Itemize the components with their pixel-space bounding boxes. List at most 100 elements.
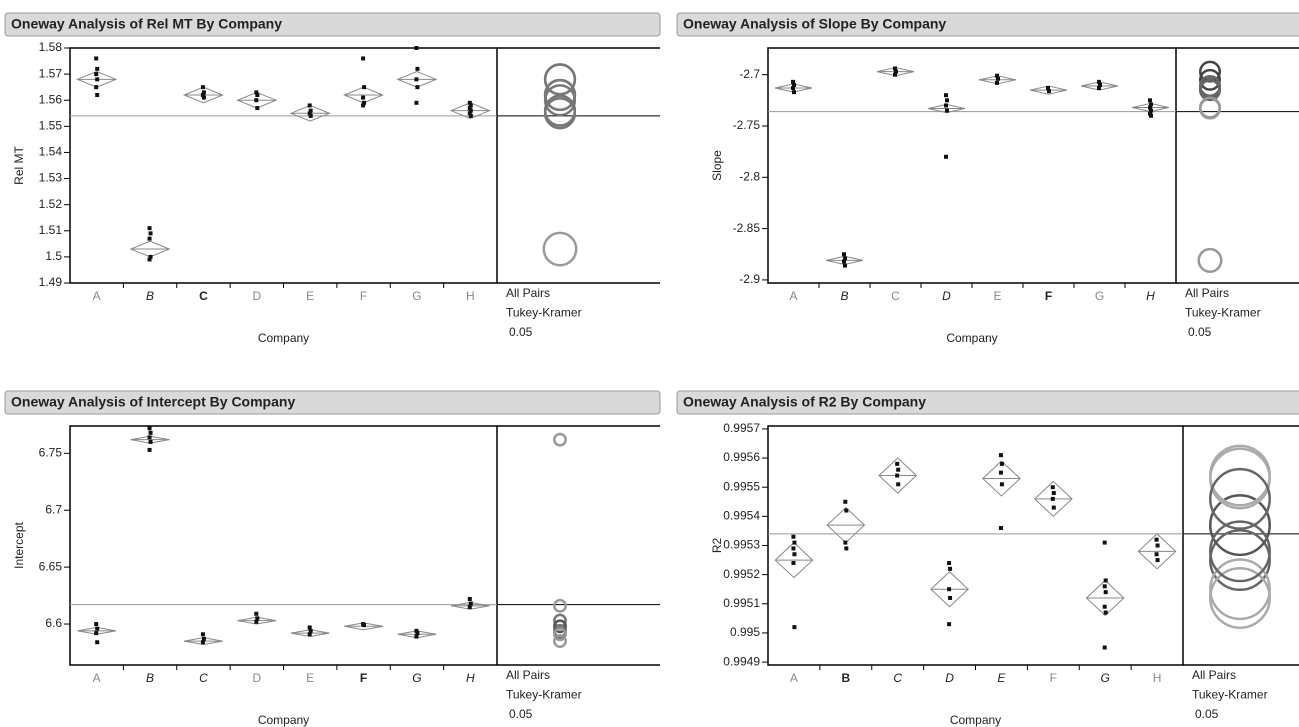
comparison-circle — [1209, 447, 1271, 510]
data-point — [254, 98, 259, 103]
comparison-circle — [543, 63, 577, 96]
data-point — [843, 540, 848, 545]
data-point — [1103, 590, 1108, 595]
y-tick-label: -2.75 — [733, 118, 761, 132]
data-point — [1149, 113, 1153, 118]
circle-panel-frame — [497, 425, 660, 666]
data-point — [361, 56, 366, 61]
plot-frame — [767, 47, 1177, 284]
x-tick-label: H — [466, 289, 475, 303]
data-point — [792, 552, 797, 557]
data-point — [414, 46, 419, 50]
comparison-circle — [1209, 467, 1271, 530]
chart-title: Oneway Analysis of R2 By Company — [683, 394, 926, 410]
data-point — [893, 72, 897, 77]
y-axis-label: Rel MT — [12, 146, 26, 185]
data-point — [843, 499, 848, 504]
data-point — [843, 256, 847, 261]
header — [4, 390, 661, 415]
data-point — [944, 154, 948, 159]
x-tick-label: D — [942, 289, 951, 303]
x-tick-label: C — [893, 671, 902, 685]
data-point — [255, 106, 260, 111]
data-point — [147, 435, 152, 440]
data-point — [147, 226, 152, 231]
data-point — [414, 628, 419, 633]
comparison-circle — [1209, 520, 1271, 583]
comparison-label: 0.05 — [509, 325, 533, 339]
data-point — [362, 100, 367, 105]
data-point — [1155, 543, 1160, 548]
comparison-circle — [1209, 566, 1271, 629]
chart-title: Oneway Analysis of Rel MT By Company — [11, 16, 282, 32]
comparison-circle — [543, 78, 577, 112]
data-point — [148, 430, 153, 435]
x-tick-label: A — [93, 289, 101, 303]
data-point — [842, 259, 846, 264]
x-tick-label: G — [412, 671, 421, 685]
data-point — [1154, 552, 1159, 557]
data-point — [200, 93, 205, 97]
data-point — [1051, 491, 1056, 496]
y-tick-label: 0.9955 — [723, 479, 760, 493]
data-point — [361, 95, 366, 100]
data-point — [201, 95, 206, 100]
data-point — [791, 560, 796, 565]
data-point — [1148, 98, 1152, 103]
x-tick-label: G — [1095, 289, 1104, 303]
data-point — [1149, 102, 1153, 107]
data-point — [894, 69, 898, 74]
y-tick-label: -2.8 — [739, 169, 760, 183]
data-point — [467, 604, 472, 609]
comparison-circle — [1199, 96, 1221, 119]
data-point — [998, 526, 1003, 531]
data-point — [895, 461, 900, 466]
comparison-circle — [553, 634, 567, 649]
data-point — [148, 439, 153, 444]
y-tick-label: 6.75 — [39, 445, 63, 459]
data-point — [414, 634, 419, 639]
data-point — [468, 113, 473, 118]
data-point — [947, 622, 952, 627]
circle-panel-frame — [1176, 47, 1299, 284]
comparison-circle — [543, 94, 577, 127]
data-point — [147, 257, 152, 262]
data-point — [999, 482, 1004, 487]
comparison-label: All Pairs — [1185, 286, 1229, 300]
y-tick-label: 1.56 — [39, 92, 63, 106]
data-point — [1103, 578, 1108, 583]
data-point — [998, 453, 1003, 458]
comparison-label: Tukey-Kramer — [1185, 306, 1261, 320]
data-point — [94, 56, 99, 61]
data-point — [307, 625, 312, 630]
data-point — [1047, 89, 1051, 94]
x-tick-label: E — [306, 289, 314, 303]
comparison-label: 0.05 — [1195, 707, 1219, 721]
x-tick-label: H — [1153, 671, 1162, 685]
y-tick-label: 1.49 — [39, 275, 63, 289]
header — [676, 390, 1299, 415]
data-point — [94, 622, 99, 627]
data-point — [893, 66, 897, 71]
y-tick-label: 1.52 — [39, 197, 63, 211]
x-axis-label: Company — [258, 331, 309, 345]
y-tick-label: 6.65 — [39, 559, 63, 573]
y-tick-label: 1.53 — [39, 171, 63, 185]
data-point — [792, 625, 797, 630]
data-point — [1102, 584, 1107, 589]
x-tick-label: D — [252, 289, 261, 303]
data-point — [1051, 505, 1056, 510]
y-tick-label: 6.7 — [45, 502, 62, 516]
y-tick-label: -2.7 — [739, 67, 760, 81]
y-tick-label: 0.9952 — [723, 567, 760, 581]
data-point — [1098, 82, 1102, 87]
data-point — [791, 546, 796, 551]
y-tick-label: 0.9954 — [723, 509, 760, 523]
data-point — [361, 103, 366, 108]
data-point — [200, 85, 205, 90]
data-point — [148, 231, 153, 236]
header — [4, 12, 661, 37]
data-point — [1149, 108, 1153, 113]
y-tick-label: 0.9951 — [723, 596, 760, 610]
data-point — [415, 631, 420, 636]
